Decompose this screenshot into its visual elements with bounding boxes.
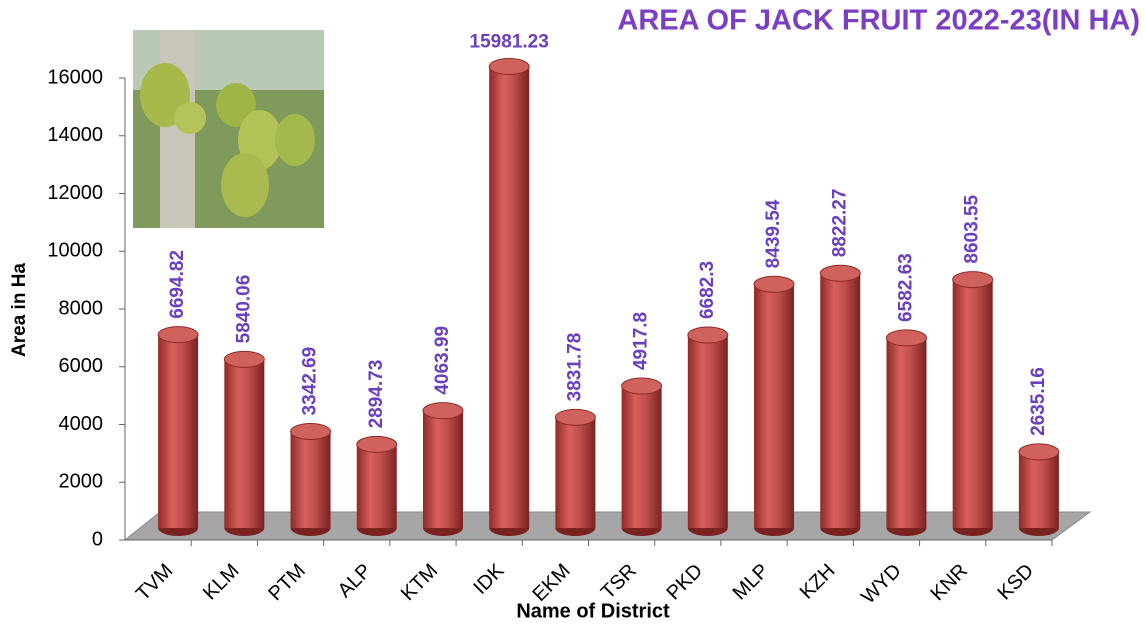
value-label: 5840.06 [233,275,254,344]
x-tick-label: KNR [927,560,972,605]
value-label: 8822.27 [829,189,850,258]
value-label: 2635.16 [1028,367,1049,436]
y-tick-label: 0 [92,528,103,550]
value-label: 3831.78 [564,333,585,402]
bar-top [224,351,264,367]
bar [953,280,993,528]
x-tick-label: KSD [994,560,1039,605]
bar [820,273,860,528]
x-tick-label: WYD [857,560,906,609]
bar [357,444,397,528]
value-label: 3342.69 [300,347,321,416]
y-tick-label: 4000 [59,413,104,435]
bar-top [688,327,728,343]
value-label: 6582.63 [895,253,916,322]
floor [125,512,1090,540]
y-tick-label: 10000 [47,240,103,262]
x-tick-label: PTM [264,560,309,605]
x-tick-label: PKD [662,560,707,605]
value-label: 2894.73 [366,360,387,429]
value-label: 4063.99 [432,326,453,395]
bar [489,67,529,528]
bar-top [1019,444,1059,460]
bar [291,431,331,528]
x-tick-label: EKM [528,560,574,606]
bar [423,411,463,528]
y-axis-label: Area in Ha [9,263,30,357]
x-axis-label: Name of District [516,600,670,622]
photo [133,30,324,228]
y-tick-label: 8000 [59,297,104,319]
bar-top [291,423,331,439]
value-label: 6694.82 [167,250,188,319]
bar-top [489,59,529,75]
bar [224,359,264,528]
y-tick-label: 14000 [47,124,103,146]
x-tick-label: TVM [132,560,177,605]
chart: AREA OF JACK FRUIT 2022-23(IN HA) Area i… [0,0,1146,626]
bar-top [555,409,595,425]
y-tick-label: 16000 [47,66,103,88]
bar-top [357,436,397,452]
y-tick-label: 12000 [47,182,103,204]
bar-top [158,327,198,343]
x-tick-label: ALP [334,560,376,602]
value-label: 4917.8 [631,312,652,370]
bar-top [754,276,794,292]
value-label: 6682.3 [697,261,718,319]
value-label: 15981.23 [470,32,549,53]
y-tick-label: 2000 [59,471,104,493]
y-tick-label: 6000 [59,355,104,377]
bar-top [886,330,926,346]
bar [886,338,926,528]
x-tick-label: KTM [397,560,442,605]
value-label: 8439.54 [763,199,784,268]
x-tick-label: IDK [469,559,509,599]
bar [158,335,198,528]
bar [622,386,662,528]
bar [688,335,728,528]
bar-top [820,265,860,281]
bar-top [953,272,993,288]
value-label: 8603.55 [962,194,983,263]
bar-top [423,403,463,419]
chart-title: AREA OF JACK FRUIT 2022-23(IN HA) [617,5,1140,37]
bar-top [622,378,662,394]
bar [1019,452,1059,528]
bar [555,417,595,528]
bar [754,284,794,528]
x-tick-label: KZH [796,560,840,604]
x-tick-label: KLM [199,560,244,605]
x-tick-label: MLP [729,560,774,605]
x-tick-label: TSR [597,560,641,604]
